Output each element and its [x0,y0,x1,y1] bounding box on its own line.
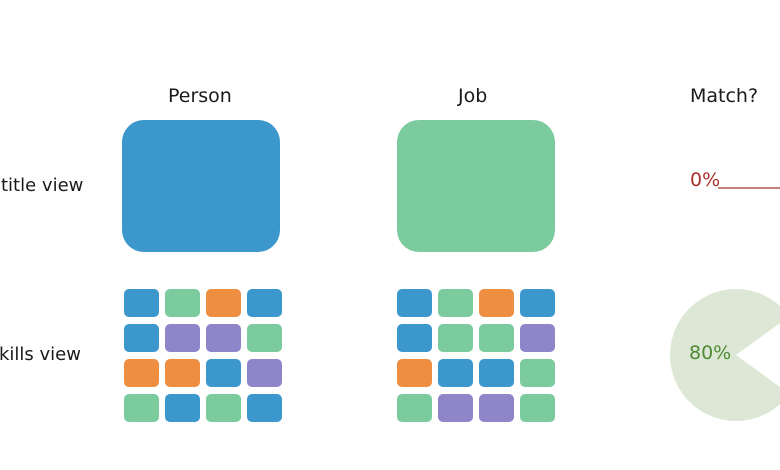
person-skill-tile [206,359,241,387]
skills-view-row-label: kills view [0,344,81,365]
job-skill-tile [397,289,432,317]
job-skill-tile [397,359,432,387]
job-skill-tile [479,289,514,317]
person-skill-tile [124,289,159,317]
job-skill-tile [479,359,514,387]
job-skill-tile [479,324,514,352]
job-skill-tile [397,394,432,422]
person-skill-tile [247,394,282,422]
job-skill-tile [479,394,514,422]
title-view-row-label: title view [1,175,84,196]
person-skill-tile [165,324,200,352]
person-skill-tile [206,394,241,422]
job-skill-tile [438,394,473,422]
match-column-header: Match? [690,85,759,107]
person-skill-tile [124,359,159,387]
job-title-block [397,120,555,252]
person-skill-tile [206,324,241,352]
person-column-header: Person [168,85,232,107]
person-skill-tile [165,394,200,422]
person-title-block [122,120,280,252]
person-skills-grid [124,289,282,422]
person-skill-tile [124,394,159,422]
job-skill-tile [438,359,473,387]
job-skill-tile [520,394,555,422]
person-skill-tile [124,324,159,352]
job-skill-tile [520,359,555,387]
title-match-percentage: 0% [690,169,721,191]
person-skill-tile [165,359,200,387]
person-skill-tile [247,359,282,387]
person-skill-tile [247,324,282,352]
job-skill-tile [520,324,555,352]
job-skill-tile [438,324,473,352]
person-skill-tile [247,289,282,317]
person-skill-tile [206,289,241,317]
job-skill-tile [438,289,473,317]
skills-match-percentage: 80% [689,342,732,364]
person-skill-tile [165,289,200,317]
job-skill-tile [520,289,555,317]
job-skill-tile [397,324,432,352]
job-column-header: Job [458,85,488,107]
job-skills-grid [397,289,555,422]
